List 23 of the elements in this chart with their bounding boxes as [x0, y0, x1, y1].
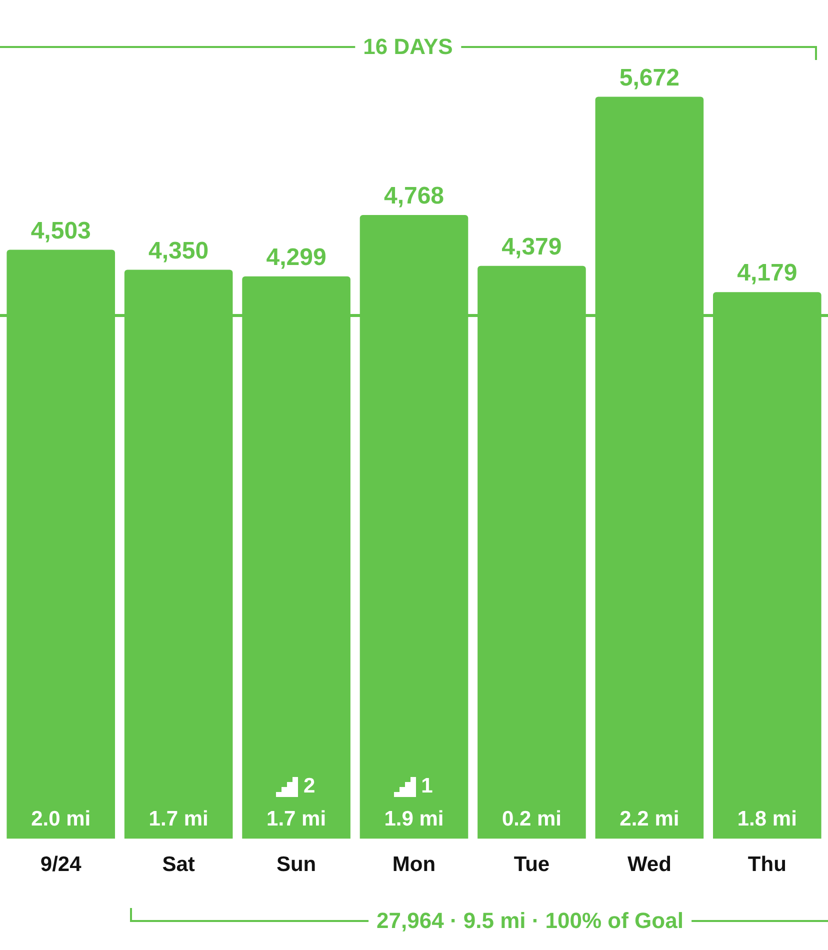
annotation: 2 1.7 mi [266, 774, 326, 831]
annotation: 2.0 mi [31, 808, 91, 831]
data-label: 5,672 [619, 64, 680, 92]
data-label: 4,350 [148, 237, 209, 264]
annotation: 1.8 mi [737, 808, 797, 831]
text: 16 DAYS [355, 34, 461, 60]
data-label: 4,768 [384, 182, 444, 210]
x-tick-label: Sat [162, 853, 195, 876]
annotation: 2.2 mi [620, 808, 680, 831]
x-tick-label: 9/24 [40, 853, 82, 876]
x-tick-label: Thu [748, 853, 786, 876]
annotation: 0.2 mi [502, 808, 562, 831]
x-tick-label: Mon [392, 853, 436, 876]
annotation: 1.7 mi [148, 808, 208, 831]
data-label: 4,379 [502, 234, 562, 261]
data-label: 4,179 [737, 260, 798, 287]
x-tick-label: Tue [514, 853, 550, 876]
x-tick-label: Sun [276, 853, 316, 876]
x-tick-label: Wed [627, 853, 672, 876]
text: 27,964 · 9.5 mi · 100% of Goal [368, 908, 692, 934]
data-label: 4,503 [30, 217, 91, 244]
data-label: 4,299 [266, 244, 326, 272]
annotation: 1 1.9 mi [384, 774, 444, 831]
